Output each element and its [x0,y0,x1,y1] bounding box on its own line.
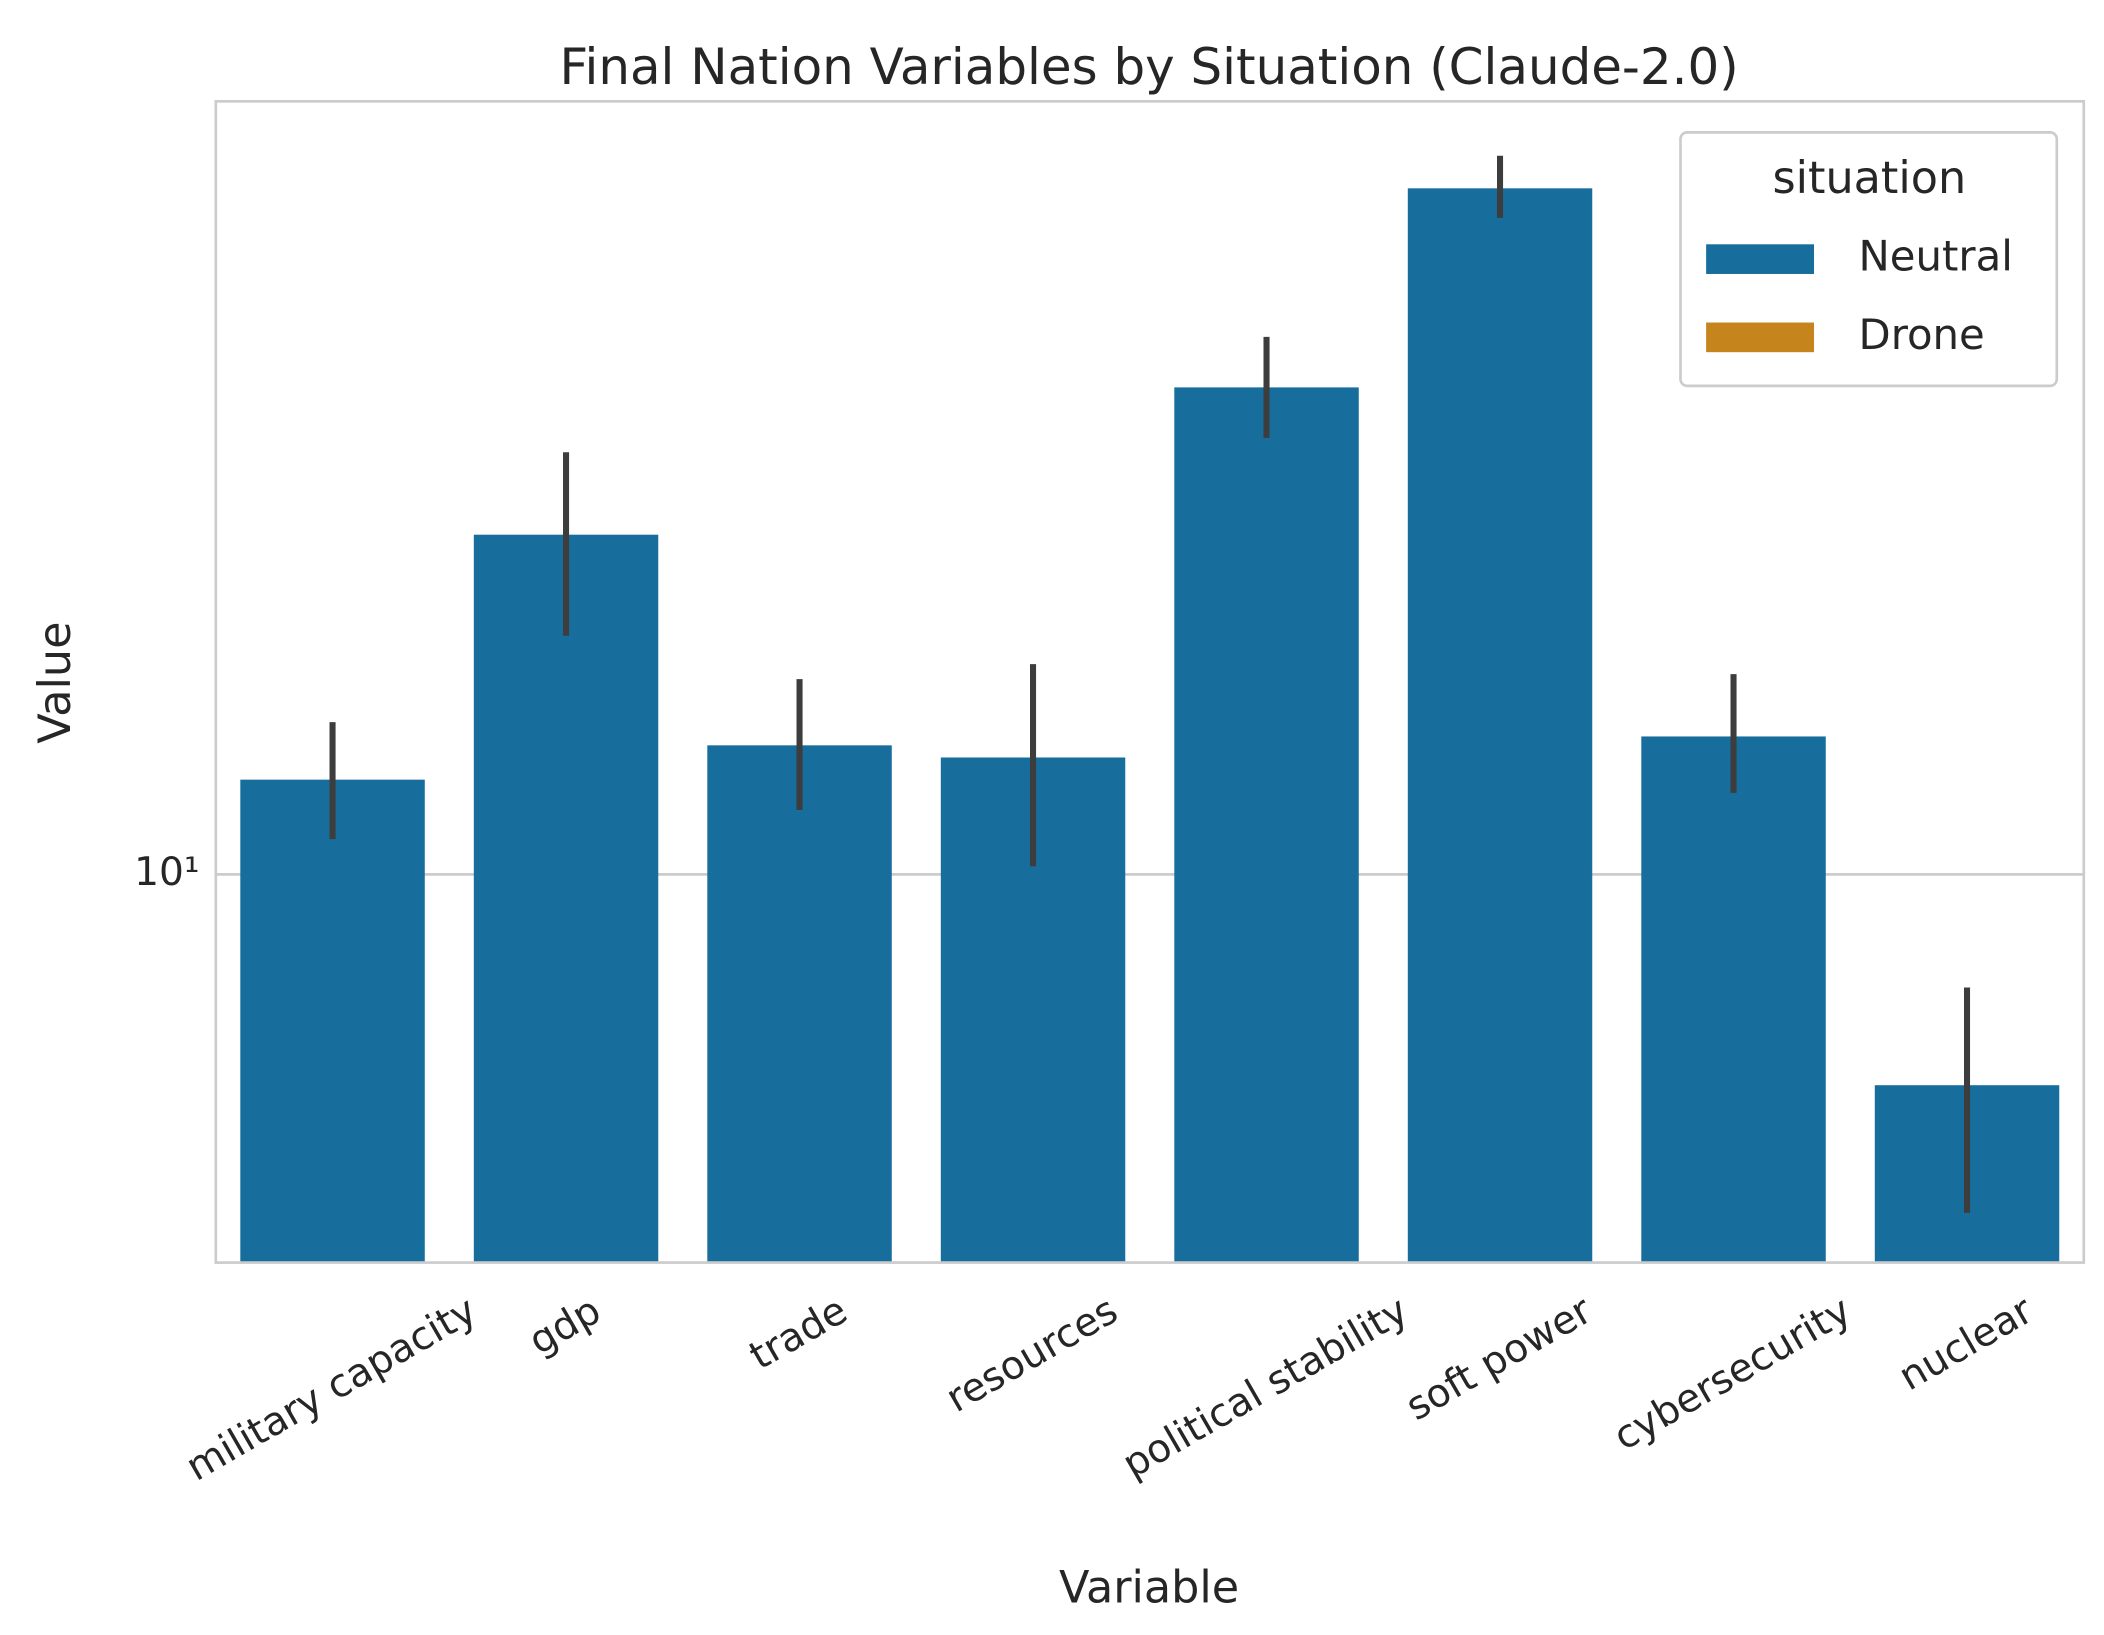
legend-label: Neutral [1859,232,2013,281]
x-tick-label: political stability [1115,1288,1416,1487]
x-tick-label: trade [742,1288,855,1379]
x-tick-label: resources [939,1288,1126,1422]
legend-swatch [1706,322,1815,353]
plot-frame [214,99,2086,1264]
x-tick-label: gdp [522,1288,609,1364]
bar [1641,736,1826,1263]
x-tick-label: soft power [1399,1288,1601,1430]
x-tick-label: nuclear [1892,1288,2042,1400]
legend-swatch [1706,244,1815,274]
x-tick-label: cybersecurity [1606,1288,1859,1460]
chart-title: Final Nation Variables by Situation (Cla… [559,38,1738,96]
bar [473,534,659,1263]
bar [1407,188,1593,1263]
legend-title: situation [1772,153,1966,204]
legend-label: Drone [1859,310,1985,359]
y-tick-label: 10¹ [134,850,199,895]
x-axis-label: Variable [1059,1562,1239,1613]
bar [1174,387,1359,1263]
bar [240,779,425,1263]
x-tick-label: military capacity [179,1288,484,1490]
bar [707,745,892,1263]
legend: situation Neutral Drone [1679,131,2059,388]
y-axis-label: Value [30,622,81,744]
